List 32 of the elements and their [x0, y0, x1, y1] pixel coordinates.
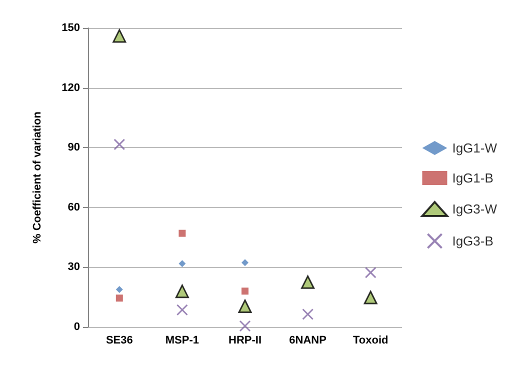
point [176, 304, 188, 316]
legend-label: IgG3-B [452, 234, 494, 248]
point [301, 275, 315, 289]
point [302, 308, 314, 320]
x-tick-label: MSP-1 [165, 334, 200, 346]
point [114, 138, 126, 150]
point [116, 294, 123, 302]
y-tick-label: 90 [68, 142, 80, 154]
legend-label: IgG1-W [452, 140, 498, 156]
y-tick-label: 0 [74, 321, 80, 333]
y-tick-label: 120 [62, 82, 80, 94]
point [178, 230, 186, 237]
legend-label: IgG3-W [452, 202, 498, 216]
x-tick-label: HRP-II [228, 334, 262, 346]
legend-label: IgG1-B [452, 170, 494, 186]
y-axis-title: % Coefficient of variation [32, 111, 44, 244]
y-tick-label: 60 [68, 201, 80, 214]
x-tick-label: SE36 [106, 334, 133, 346]
x-tick-label: Toxoid [352, 334, 388, 346]
point [242, 288, 248, 295]
point [116, 286, 123, 294]
y-tick-label: 150 [62, 22, 80, 34]
point [112, 29, 126, 43]
point [178, 260, 186, 268]
point [364, 266, 376, 278]
x-tick-label: 6NANP [289, 334, 326, 346]
point [364, 290, 378, 304]
point [238, 300, 252, 314]
point [239, 320, 251, 332]
point [242, 259, 248, 266]
point [175, 284, 189, 298]
y-tick-label: 30 [68, 261, 80, 274]
